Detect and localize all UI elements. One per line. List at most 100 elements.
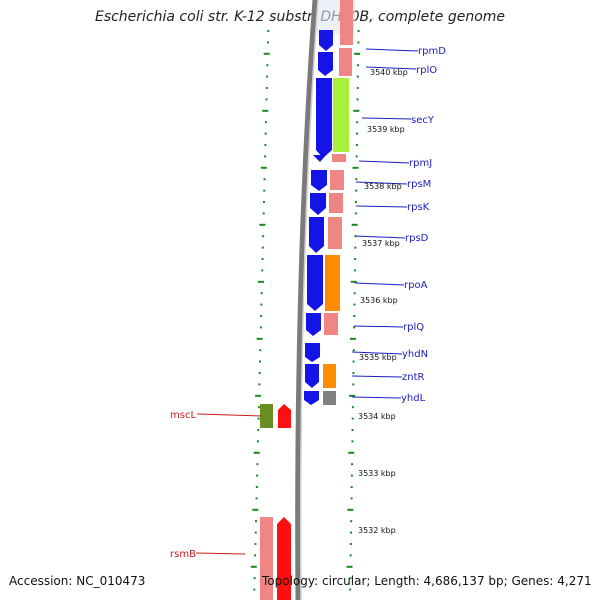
scale-tick [354, 258, 357, 260]
scale-tick [351, 440, 354, 443]
feature-box-gray [323, 391, 336, 405]
scale-tick [356, 98, 359, 101]
scale-tick [351, 406, 354, 409]
scale-tick-major [263, 52, 270, 55]
scale-tick [256, 440, 259, 443]
left-scale-column [250, 30, 270, 591]
scale-tick-major [354, 52, 361, 55]
kbp-label: 3538 kbp [364, 182, 402, 191]
gene-label-rplQ: rplQ [403, 322, 424, 333]
scale-tick-major [346, 565, 353, 568]
scale-tick [354, 201, 357, 203]
gene-label-mscL: mscL [170, 410, 196, 421]
scale-tick [349, 588, 352, 591]
kbp-label: 3537 kbp [362, 239, 400, 248]
genome-title: Escherichia coli str. K-12 substr. DH10B… [94, 9, 506, 25]
scale-tick [258, 360, 261, 363]
scale-tick [260, 292, 263, 295]
scale-tick [350, 486, 353, 488]
gene-arrow-rpsD [309, 217, 324, 253]
scale-tick [264, 155, 267, 158]
scale-tick [350, 497, 353, 500]
gene-label-rpmJ: rpmJ [409, 158, 432, 169]
right-scale-column [346, 30, 361, 591]
scale-tick [257, 429, 260, 431]
reverse-strand-genes [304, 30, 333, 405]
scale-tick [349, 554, 352, 557]
scale-tick-major [350, 280, 357, 283]
gene-label-zntR: zntR [402, 372, 425, 383]
scale-tick [353, 303, 356, 306]
gene-arrow-rpsM [311, 170, 327, 191]
gene-arrow-rpmJ [313, 155, 326, 162]
scale-tick [353, 269, 356, 272]
left-leader-lines [195, 413, 263, 555]
gene-arrow-yhdN [305, 343, 320, 362]
gene-arrow-rpmD [319, 30, 333, 51]
genome-backbone [295, 0, 318, 600]
scale-tick [353, 326, 356, 329]
scale-tick [353, 315, 356, 317]
scale-tick [266, 41, 269, 44]
gene-arrow-rplO [318, 52, 333, 76]
feature-boxes [323, 0, 353, 405]
scale-tick [351, 417, 354, 420]
scale-tick-major [352, 166, 359, 169]
scale-tick [255, 486, 258, 488]
scale-tick-major [349, 394, 356, 397]
scale-tick [266, 64, 269, 67]
kbp-label: 3532 kbp [358, 526, 396, 535]
scale-tick [350, 474, 353, 477]
feature-box [332, 154, 346, 162]
scale-tick [256, 463, 259, 466]
scale-tick-major [262, 109, 269, 112]
scale-tick-major [253, 451, 260, 454]
scale-tick-major [260, 166, 267, 169]
scale-tick [355, 144, 358, 146]
scale-tick [351, 429, 354, 431]
gene-leader-lines [351, 48, 419, 399]
scale-tick-major [349, 337, 356, 340]
scale-tick [253, 588, 256, 591]
scale-tick [353, 292, 356, 295]
gene-arrow-rsmB [277, 517, 291, 600]
scale-tick [261, 269, 264, 272]
scale-tick-major [351, 223, 358, 226]
scale-tick [263, 189, 266, 192]
scale-tick [254, 543, 257, 545]
scale-tick [256, 474, 259, 477]
scale-tick [264, 132, 267, 135]
scale-tick [351, 463, 354, 466]
scale-tick [356, 87, 359, 89]
scale-tick-major [257, 280, 264, 283]
scale-tick [260, 303, 263, 306]
feature-box [329, 193, 343, 213]
scale-tick [264, 144, 267, 146]
feature-box-orange [323, 364, 336, 388]
scale-tick [350, 520, 353, 523]
genome-backbone-highlight [299, 0, 319, 600]
gene-label-rpoA: rpoA [404, 280, 428, 291]
scale-tick [356, 132, 359, 135]
scale-tick [357, 30, 360, 32]
scale-tick [355, 189, 358, 192]
gene-arrow-yhdL [304, 391, 319, 405]
kbp-label: 3535 kbp [359, 353, 397, 362]
scale-tick-major [348, 451, 355, 454]
kbp-label: 3534 kbp [358, 412, 396, 421]
scale-tick [254, 531, 257, 534]
scale-tick [253, 577, 256, 580]
gene-arrow-secY [316, 78, 332, 158]
scale-tick-major [250, 565, 257, 568]
gene-label-rpsK: rpsK [407, 202, 430, 213]
scale-tick [355, 178, 358, 181]
feature-box-orange [325, 255, 340, 311]
scale-tick-major [255, 394, 262, 397]
scale-tick [357, 64, 360, 67]
scale-tick-major [252, 508, 259, 511]
scale-tick [254, 520, 257, 523]
gene-label-secY: secY [411, 115, 435, 126]
scale-tick [350, 531, 353, 534]
scale-tick [257, 406, 260, 409]
